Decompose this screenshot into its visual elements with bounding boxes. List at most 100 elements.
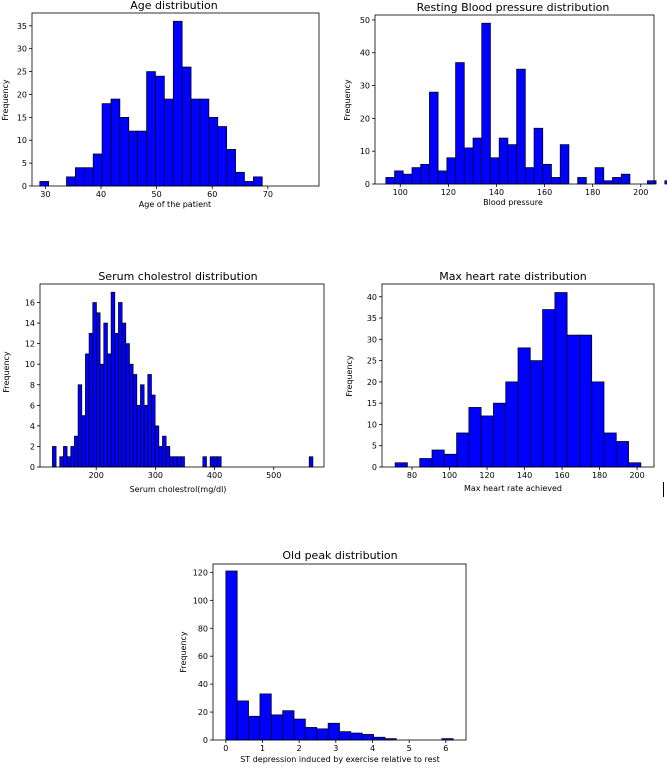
x-axis-label: ST depression induced by exercise relati… [240, 755, 440, 764]
histogram-bar [493, 402, 507, 468]
histogram-bar [209, 456, 215, 468]
chart-title: Age distribution [130, 0, 217, 12]
histogram-bar [173, 456, 178, 468]
histogram-bar [455, 62, 465, 185]
histogram-bar [524, 167, 535, 185]
histogram-bar [92, 302, 97, 468]
histogram-bar [505, 381, 519, 468]
y-tick-label: 5 [372, 442, 377, 451]
histogram-bar [664, 180, 667, 185]
x-axis-ticks: 30 40 50 60 70 [40, 186, 273, 199]
histogram-bar [199, 98, 210, 187]
histogram-bar [327, 722, 340, 741]
histogram-bar [66, 456, 72, 468]
y-axis-label: Frequency [2, 351, 11, 393]
histogram-bar [516, 68, 526, 185]
histogram-bar [164, 98, 174, 187]
x-tick-label: 5 [407, 744, 412, 753]
histogram-bar [308, 456, 314, 468]
histogram-bar [146, 71, 156, 187]
y-tick-label: 100 [193, 596, 208, 605]
x-tick-label: 140 [517, 471, 532, 480]
histogram-bar [411, 167, 422, 185]
histogram-bar [169, 456, 174, 468]
x-tick-label: 500 [266, 471, 281, 480]
histogram-bar [446, 157, 456, 185]
x-tick-label: 50 [151, 190, 161, 199]
old-peak-distribution-chart: Old peak distribution 0 1 2 3 4 5 6 0 20 40 60 80 1… [179, 549, 467, 764]
x-tick-label: 180 [592, 471, 607, 480]
histogram-bar [151, 394, 156, 468]
histogram-bar [129, 363, 134, 468]
histogram-bar [603, 432, 617, 468]
x-tick-label: 1 [260, 744, 265, 753]
histogram-bar [394, 462, 408, 468]
histogram-bar [373, 736, 386, 741]
histogram-bar [118, 302, 123, 468]
plot-area [374, 14, 655, 185]
histogram-bar [253, 176, 263, 187]
histogram-bar [52, 446, 57, 468]
histogram-bar [103, 322, 108, 468]
histogram-bar [140, 384, 145, 468]
y-tick-label: 120 [193, 568, 208, 577]
x-axis-ticks: 100 120 140 160 180 200 [393, 184, 648, 197]
histogram-bar [456, 432, 470, 468]
histogram-bar [259, 693, 272, 741]
y-tick-label: 10 [25, 360, 35, 369]
y-tick-label: 10 [360, 147, 370, 156]
histogram-bar [620, 173, 631, 185]
x-tick-label: 80 [407, 471, 417, 480]
histogram-bar [176, 456, 182, 468]
histogram-bar [517, 347, 531, 468]
histogram-bar [137, 130, 147, 187]
histogram-bar [507, 144, 517, 185]
y-tick-label: 15 [17, 113, 27, 122]
histogram-bar [594, 167, 605, 185]
histogram-bar [77, 384, 83, 468]
histogram-bar [96, 312, 101, 468]
x-tick-label: 200 [89, 471, 104, 480]
histogram-bar [236, 700, 249, 741]
histogram-bar [217, 126, 228, 187]
max-heart-rate-distribution-chart: Max heart rate distribution 80 100 120 140 1… [345, 270, 655, 493]
histogram-bar [39, 181, 50, 187]
histogram-bar [350, 732, 363, 741]
histogram-bar [59, 456, 64, 468]
histogram-bar [480, 415, 494, 468]
y-axis-label: Frequency [345, 355, 354, 397]
histogram-bar [559, 144, 570, 185]
y-tick-label: 16 [25, 299, 35, 308]
histogram-bar [463, 147, 474, 185]
x-tick-label: 120 [479, 471, 494, 480]
histogram-bar [74, 435, 79, 468]
histogram-bar [66, 176, 76, 187]
histogram-bar [180, 456, 185, 468]
y-tick-label: 4 [30, 422, 35, 431]
y-tick-label: 60 [198, 652, 208, 661]
histogram-bar [293, 718, 306, 741]
y-tick-label: 0 [372, 463, 377, 472]
x-axis-ticks: 80 100 120 140 160 180 200 [407, 467, 645, 480]
y-axis-ticks: 0 10 20 30 40 50 [360, 16, 375, 189]
histogram-bar [542, 163, 552, 185]
y-tick-label: 2 [30, 442, 35, 451]
histogram-bar [542, 309, 556, 468]
histogram-bar [402, 173, 413, 185]
y-tick-label: 25 [367, 357, 377, 366]
x-tick-label: 100 [393, 188, 408, 197]
histogram-bar [385, 177, 395, 185]
y-tick-label: 0 [203, 736, 208, 745]
x-tick-label: 40 [96, 190, 106, 199]
age-distribution-chart: Age distribution 30 40 50 60 70 0 5 10 15 20 25 30… [1, 0, 320, 209]
histogram-bar [154, 425, 160, 468]
histogram-bar [63, 446, 68, 468]
histogram-bars [394, 292, 642, 468]
y-tick-label: 14 [25, 319, 35, 328]
x-tick-label: 300 [148, 471, 163, 480]
histogram-bars [52, 291, 314, 468]
y-tick-label: 80 [198, 624, 208, 633]
y-tick-label: 40 [360, 49, 370, 58]
histogram-bar [647, 180, 657, 185]
